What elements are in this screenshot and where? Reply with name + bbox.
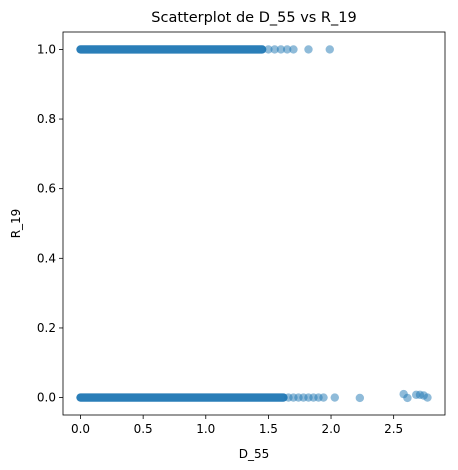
x-axis: 0.0 0.5 1.0 1.5 2.0 2.5 (71, 415, 403, 436)
scatter-point (355, 393, 365, 403)
y-axis-title: R_19 (9, 209, 23, 239)
x-tick-label: 1.0 (196, 422, 215, 436)
x-tick-label: 0.5 (134, 422, 153, 436)
dense-point-band (76, 393, 288, 402)
scatter-point (319, 393, 328, 402)
x-tick-label: 1.5 (259, 422, 278, 436)
scatter-point (325, 45, 334, 54)
scatter-point (276, 45, 286, 54)
scatter-point (304, 45, 313, 54)
x-tick-label: 2.0 (321, 422, 340, 436)
scatter-point (403, 393, 412, 403)
y-tick-label: 0.8 (37, 112, 56, 126)
y-tick-label: 0.0 (37, 391, 56, 405)
scatter-point (330, 393, 339, 402)
scatter-point (270, 45, 279, 54)
points-layer (264, 45, 432, 403)
scatter-point (423, 393, 432, 402)
dense-point-band (76, 45, 267, 54)
scatter-point (282, 45, 292, 54)
y-axis: 0.0 0.2 0.4 0.6 0.8 1.0 (37, 42, 63, 405)
dense-band-layer (76, 45, 288, 402)
y-tick-label: 1.0 (37, 42, 56, 56)
y-tick-label: 0.2 (37, 321, 56, 335)
y-tick-label: 0.6 (37, 182, 56, 196)
y-tick-label: 0.4 (37, 251, 56, 265)
scatter-point (264, 45, 273, 54)
plot-area (62, 31, 446, 416)
plot-frame (62, 31, 446, 416)
chart-title: Scatterplot de D_55 vs R_19 (151, 10, 356, 26)
x-axis-title: D_55 (239, 447, 270, 461)
x-tick-label: 0.0 (71, 422, 90, 436)
scatter-point (289, 45, 298, 54)
x-tick-label: 2.5 (384, 422, 403, 436)
